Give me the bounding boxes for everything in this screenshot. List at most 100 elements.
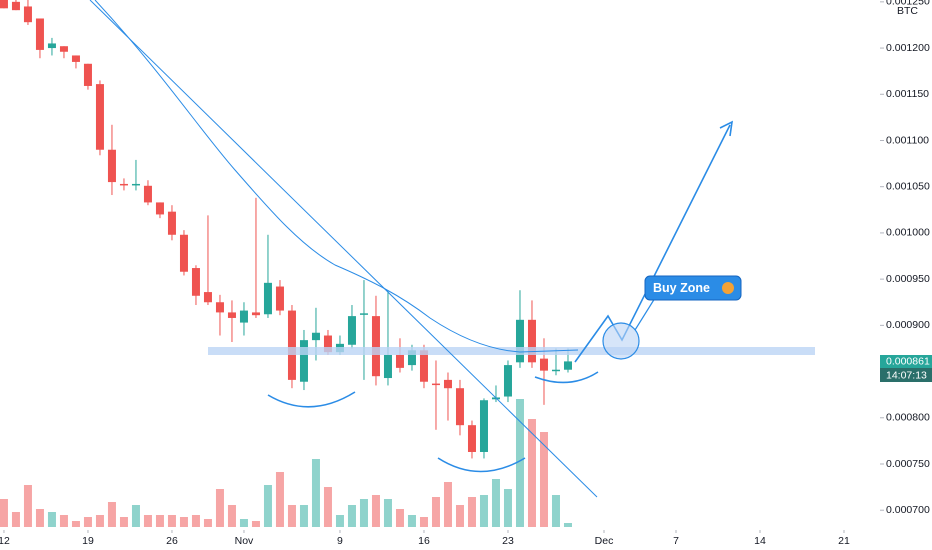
volume-bar <box>215 489 224 527</box>
volume-bar <box>11 512 20 527</box>
candle-body <box>143 185 152 203</box>
moving-average <box>94 0 579 353</box>
candle-body <box>539 358 548 371</box>
candle-body <box>467 425 476 452</box>
x-tick-label: 9 <box>337 535 343 547</box>
volume-bar <box>551 495 560 527</box>
candle-body <box>35 18 44 50</box>
volume-bar <box>275 472 284 527</box>
candle-body <box>191 268 200 296</box>
candle-body <box>419 350 428 382</box>
projection-arrow <box>574 124 731 363</box>
x-tick-label: Nov <box>235 535 254 547</box>
candle-body <box>47 43 56 49</box>
candle-body <box>407 350 416 366</box>
candle-body <box>167 211 176 235</box>
volume-bar <box>383 499 392 527</box>
arrow-head <box>719 120 734 137</box>
candle-body <box>371 316 380 377</box>
callout-line <box>634 297 656 331</box>
volume-bar <box>563 523 572 527</box>
candle-body <box>227 312 236 318</box>
candle-body <box>215 302 224 313</box>
last-price-tag <box>880 355 932 368</box>
candle-body <box>83 63 92 86</box>
callout-icon <box>722 282 734 294</box>
y-tick-label: 0.001050 <box>886 180 930 192</box>
volume-bar <box>0 499 8 527</box>
candle-body <box>383 354 392 379</box>
volume-pane <box>0 399 572 527</box>
candle-body <box>515 319 524 363</box>
candle-body <box>131 183 140 186</box>
candle-body <box>263 282 272 315</box>
volume-bar <box>143 515 152 527</box>
y-tick-label: 0.001150 <box>886 88 929 100</box>
volume-bar <box>539 432 548 527</box>
volume-bar <box>287 505 296 527</box>
countdown-label: 14:07:13 <box>886 369 927 381</box>
volume-bar <box>239 519 248 527</box>
candle-body <box>443 379 452 389</box>
volume-bar <box>23 485 32 527</box>
candle-body <box>275 286 284 311</box>
candle-body <box>503 365 512 397</box>
x-tick-label: 26 <box>166 535 178 547</box>
volume-bar <box>347 505 356 527</box>
volume-bar <box>503 489 512 527</box>
candle-body <box>23 6 32 23</box>
volume-bar <box>227 505 236 527</box>
candle-body <box>359 313 368 315</box>
y-tick-label: 0.000800 <box>886 412 930 424</box>
candle-body <box>179 234 188 272</box>
callout-box <box>644 275 742 301</box>
candle-body <box>11 1 20 11</box>
volume-bar <box>515 399 524 527</box>
x-tick-label: Dec <box>595 535 614 547</box>
volume-bar <box>299 505 308 527</box>
y-tick-label: 0.001100 <box>886 134 929 146</box>
volume-bar <box>155 515 164 527</box>
head-curve <box>437 457 526 473</box>
candles <box>0 0 572 459</box>
volume-bar <box>107 502 116 527</box>
candle-body <box>563 361 572 370</box>
x-tick-label: 19 <box>82 535 94 547</box>
volume-bar <box>95 515 104 527</box>
candle-body <box>299 340 308 382</box>
candle-body <box>455 388 464 426</box>
volume-bar <box>83 517 92 527</box>
x-tick-label: 14 <box>754 535 766 547</box>
volume-bar <box>443 482 452 527</box>
candle-body <box>311 332 320 341</box>
volume-bar <box>323 487 332 527</box>
countdown-tag <box>880 368 932 382</box>
y-tick-label: 0.000700 <box>886 504 930 516</box>
candle-body <box>251 312 260 316</box>
trend-line <box>89 0 598 498</box>
y-tick-label: 0.000900 <box>886 319 930 331</box>
callout-label: Buy Zone <box>653 281 710 295</box>
x-tick-label: 16 <box>418 535 430 547</box>
candle-body <box>239 310 248 323</box>
volume-bar <box>167 515 176 527</box>
volume-bar <box>263 485 272 527</box>
y-tick-label: 0.001000 <box>886 227 930 239</box>
x-tick-label: 12 <box>0 535 10 547</box>
buy-circle <box>602 322 640 360</box>
candle-body <box>107 149 116 183</box>
volume-bar <box>335 515 344 527</box>
y-tick-label: 0.000750 <box>886 458 930 470</box>
volume-bar <box>359 499 368 527</box>
shoulder-curve <box>534 371 599 384</box>
candle-body <box>527 319 536 363</box>
volume-bar <box>371 495 380 527</box>
volume-bar <box>479 495 488 527</box>
volume-bar <box>131 505 140 527</box>
volume-bar <box>407 515 416 527</box>
shoulder-curve <box>267 391 356 408</box>
volume-bar <box>527 419 536 527</box>
x-tick-label: 23 <box>502 535 514 547</box>
